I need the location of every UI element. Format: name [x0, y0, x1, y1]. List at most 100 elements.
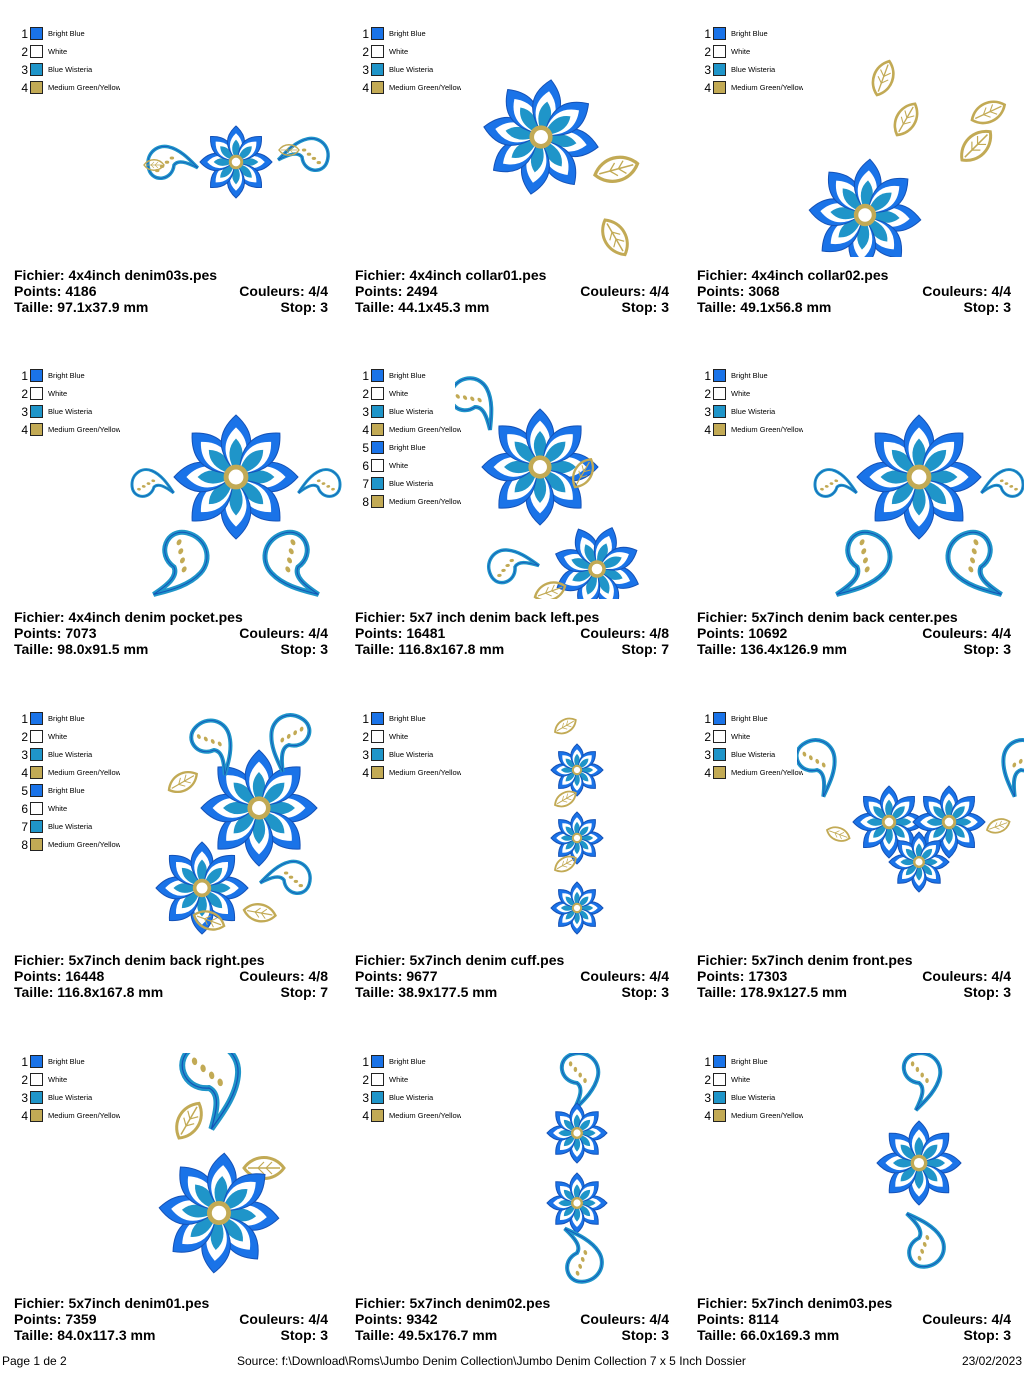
color-swatch	[713, 1073, 726, 1086]
stitch-points: Points: 9342	[355, 1311, 438, 1327]
legend-row: 7 Blue Wisteria	[18, 818, 138, 836]
legend-number: 3	[21, 405, 28, 419]
flower-motif	[888, 831, 950, 893]
design-size: Taille: 38.9x177.5 mm	[355, 984, 498, 1000]
legend-row: 3 Blue Wisteria	[18, 1089, 138, 1107]
legend-row: 2 White	[701, 43, 821, 61]
color-name: Blue Wisteria	[389, 407, 434, 416]
leaf-motif	[893, 102, 919, 137]
color-swatch	[371, 387, 384, 400]
color-count: Couleurs: 4/4	[922, 625, 1011, 641]
paisley-motif	[262, 529, 320, 597]
legend-number: 1	[362, 369, 369, 383]
design-card: 1 Bright Blue 2 White 3 Blue Wisteria 4 Medium …	[14, 710, 354, 1052]
color-name: Blue Wisteria	[48, 407, 93, 416]
color-swatch	[30, 387, 43, 400]
paisley-motif	[902, 1053, 943, 1112]
legend-number: 1	[362, 1055, 369, 1069]
legend-number: 4	[704, 1109, 711, 1123]
legend-number: 2	[704, 730, 711, 744]
color-name: White	[731, 1075, 751, 1084]
legend-number: 2	[362, 730, 369, 744]
stitch-points: Points: 4186	[14, 283, 97, 299]
design-card: 1 Bright Blue 2 White 3 Blue Wisteria 4 Medium …	[355, 1053, 695, 1395]
color-name: Bright Blue	[48, 786, 85, 795]
file-name: Fichier: 5x7inch denim front.pes	[697, 952, 913, 968]
stop-count: Stop: 3	[963, 1327, 1011, 1343]
paisley-motif	[297, 468, 342, 498]
flower-motif	[852, 785, 926, 859]
legend-row: 3 Blue Wisteria	[359, 1089, 479, 1107]
source-path: Source: f:\Download\Roms\Jumbo Denim Col…	[237, 1354, 746, 1368]
legend-number: 1	[21, 27, 28, 41]
flower-motif	[481, 408, 599, 526]
stitch-points: Points: 16448	[14, 968, 105, 984]
color-name: Bright Blue	[389, 1057, 426, 1066]
color-swatch	[713, 81, 726, 94]
color-swatch	[371, 748, 384, 761]
flower-motif	[200, 749, 318, 867]
design-info: Fichier: 5x7inch denim03.pes Points: 8114…	[697, 1295, 1011, 1343]
color-name: White	[389, 389, 409, 398]
legend-row: 2 White	[359, 43, 479, 61]
legend-row: 2 White	[701, 728, 821, 746]
color-swatch	[30, 369, 43, 382]
color-name: Medium Green/Yellow	[389, 425, 461, 434]
design-size: Taille: 84.0x117.3 mm	[14, 1327, 156, 1343]
color-name: White	[48, 1075, 68, 1084]
color-swatch	[713, 45, 726, 58]
color-swatch	[371, 1055, 384, 1068]
paisley-motif	[189, 718, 233, 776]
color-count: Couleurs: 4/4	[580, 283, 669, 299]
leaf-motif	[871, 59, 895, 97]
file-name: Fichier: 5x7inch denim back center.pes	[697, 609, 958, 625]
legend-row: 1 Bright Blue	[701, 25, 821, 43]
legend-number: 2	[362, 45, 369, 59]
color-swatch	[713, 63, 726, 76]
leaf-motif	[175, 1101, 203, 1140]
color-swatch	[371, 81, 384, 94]
legend-row: 3 Blue Wisteria	[359, 746, 479, 764]
legend-row: 2 White	[701, 1071, 821, 1089]
design-card: 1 Bright Blue 2 White 3 Blue Wisteria 4 Medium …	[14, 367, 354, 709]
legend-number: 3	[704, 748, 711, 762]
legend-row: 3 Blue Wisteria	[18, 61, 138, 79]
stop-count: Stop: 3	[621, 984, 669, 1000]
legend-row: 2 White	[18, 43, 138, 61]
stitch-points: Points: 3068	[697, 283, 780, 299]
color-swatch	[371, 27, 384, 40]
legend-row: 4 Medium Green/Yellow	[701, 1107, 821, 1125]
legend-number: 3	[704, 1091, 711, 1105]
legend-row: 1 Bright Blue	[18, 710, 138, 728]
color-name: Bright Blue	[731, 29, 768, 38]
color-name: White	[48, 732, 68, 741]
leaf-motif	[554, 790, 577, 808]
legend-row: 4 Medium Green/Yellow	[359, 1107, 479, 1125]
legend-number: 4	[704, 423, 711, 437]
embroidery-preview	[143, 125, 330, 199]
legend-row: 1 Bright Blue	[359, 367, 479, 385]
color-count: Couleurs: 4/4	[580, 968, 669, 984]
design-card: 1 Bright Blue 2 White 3 Blue Wisteria 4 Medium …	[14, 25, 354, 367]
color-swatch	[371, 1109, 384, 1122]
color-swatch	[30, 766, 43, 779]
color-count: Couleurs: 4/8	[239, 968, 328, 984]
color-swatch	[30, 1055, 43, 1068]
design-size: Taille: 49.1x56.8 mm	[697, 299, 832, 315]
design-card: 1 Bright Blue 2 White 3 Blue Wisteria 4 Medium …	[355, 367, 695, 709]
legend-row: 5 Bright Blue	[359, 439, 479, 457]
color-swatch	[713, 766, 726, 779]
legend-number: 1	[362, 712, 369, 726]
legend-number: 2	[704, 1073, 711, 1087]
legend-number: 3	[21, 63, 28, 77]
paisley-motif	[945, 529, 1003, 597]
design-info: Fichier: 5x7inch denim cuff.pes Points: 9…	[355, 952, 669, 1000]
legend-number: 1	[704, 27, 711, 41]
flower-motif	[546, 1102, 608, 1164]
design-info: Fichier: 5x7inch denim01.pes Points: 7359…	[14, 1295, 328, 1343]
flower-motif	[876, 1120, 962, 1206]
legend-row: 1 Bright Blue	[359, 710, 479, 728]
leaf-motif	[601, 218, 629, 257]
legend-row: 8 Medium Green/Yellow	[359, 493, 479, 511]
legend-number: 2	[21, 730, 28, 744]
